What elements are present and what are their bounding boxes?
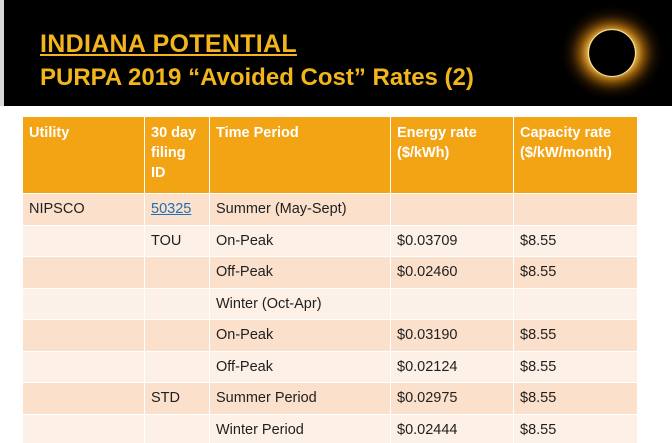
cell-time-period: Summer Period [209, 382, 391, 415]
cell-capacity-rate [513, 287, 638, 320]
cell-utility: NIPSCO [22, 193, 145, 226]
cell-time-period: On-Peak [209, 224, 391, 257]
cell-time-period: Summer (May-Sept) [209, 193, 391, 226]
table-row: STD Summer Period $0.02975 $8.55 [22, 382, 638, 415]
cell-capacity-rate: $8.55 [513, 413, 638, 443]
cell-energy-rate: $0.03190 [390, 319, 514, 352]
cell-filing-id [144, 287, 210, 320]
cell-filing-id: TOU [144, 224, 210, 257]
table-header-row: Utility 30 day filing ID Time Period Ene… [22, 116, 638, 194]
cell-utility [22, 256, 145, 289]
cell-time-period: Off-Peak [209, 350, 391, 383]
cell-filing-id [144, 256, 210, 289]
cell-utility [22, 319, 145, 352]
cell-filing-id [144, 413, 210, 443]
cell-utility [22, 382, 145, 415]
table-row: TOU On-Peak $0.03709 $8.55 [22, 224, 638, 257]
avoided-cost-table-wrapper: Utility 30 day filing ID Time Period Ene… [22, 116, 638, 443]
cell-time-period: Winter (Oct-Apr) [209, 287, 391, 320]
cell-energy-rate: $0.02460 [390, 256, 514, 289]
banner-edge [0, 0, 4, 106]
cell-energy-rate: $0.02975 [390, 382, 514, 415]
cell-energy-rate: $0.03709 [390, 224, 514, 257]
table-row: Off-Peak $0.02124 $8.55 [22, 350, 638, 383]
header-filing-id: 30 day filing ID [144, 116, 210, 194]
table-row: On-Peak $0.03190 $8.55 [22, 319, 638, 352]
cell-energy-rate [390, 287, 514, 320]
avoided-cost-rates-table: Utility 30 day filing ID Time Period Ene… [22, 116, 638, 443]
slide-subtitle: PURPA 2019 “Avoided Cost” Rates (2) [40, 64, 474, 91]
cell-capacity-rate: $8.55 [513, 350, 638, 383]
header-energy-rate: Energy rate ($/kWh) [390, 116, 514, 194]
slide-title: INDIANA POTENTIAL [40, 30, 297, 58]
header-utility: Utility [22, 116, 145, 194]
cell-energy-rate: $0.02124 [390, 350, 514, 383]
cell-energy-rate: $0.02444 [390, 413, 514, 443]
cell-capacity-rate: $8.55 [513, 382, 638, 415]
cell-capacity-rate: $8.55 [513, 224, 638, 257]
solar-eclipse-image [558, 4, 666, 102]
filing-id-link[interactable]: 50325 [151, 201, 192, 217]
cell-energy-rate [390, 193, 514, 226]
cell-capacity-rate: $8.55 [513, 256, 638, 289]
cell-capacity-rate [513, 193, 638, 226]
cell-filing-id: STD [144, 382, 210, 415]
table-row: Off-Peak $0.02460 $8.55 [22, 256, 638, 289]
cell-capacity-rate: $8.55 [513, 319, 638, 352]
table-row: Winter (Oct-Apr) [22, 287, 638, 320]
cell-time-period: Off-Peak [209, 256, 391, 289]
cell-utility [22, 224, 145, 257]
header-capacity-rate: Capacity rate ($/kW/month) [513, 116, 638, 194]
cell-utility [22, 350, 145, 383]
title-banner: INDIANA POTENTIAL PURPA 2019 “Avoided Co… [0, 0, 672, 106]
cell-utility [22, 413, 145, 443]
cell-time-period: On-Peak [209, 319, 391, 352]
cell-time-period: Winter Period [209, 413, 391, 443]
cell-utility [22, 287, 145, 320]
table-row: Winter Period $0.02444 $8.55 [22, 413, 638, 443]
table-row: NIPSCO 50325 Summer (May-Sept) [22, 193, 638, 226]
cell-filing-id: 50325 [144, 193, 210, 226]
cell-filing-id [144, 350, 210, 383]
cell-filing-id [144, 319, 210, 352]
header-time-period: Time Period [209, 116, 391, 194]
